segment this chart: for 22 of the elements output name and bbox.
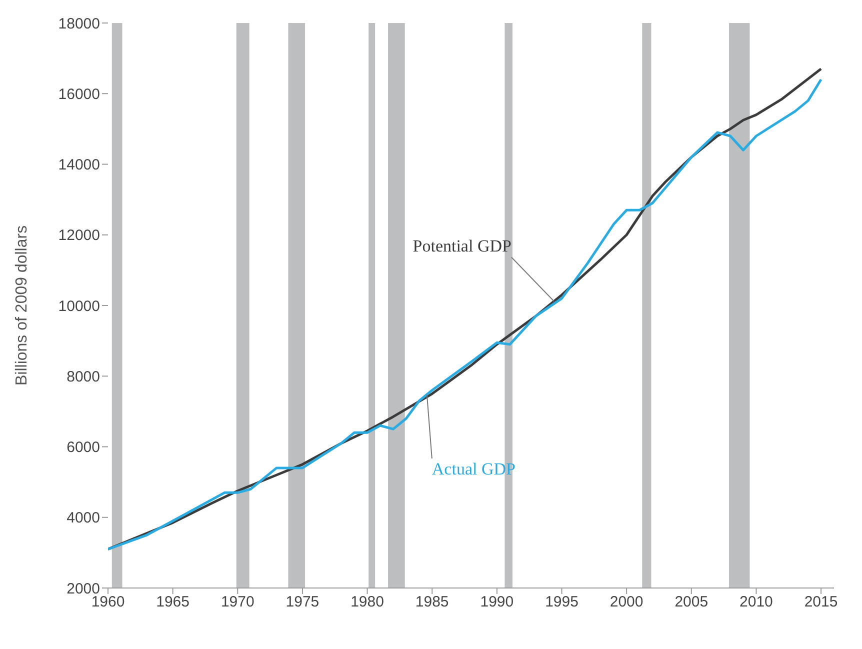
x-tick-label: 2010	[740, 594, 773, 611]
y-tick-label: 10000	[58, 298, 100, 315]
x-tick-label: 1970	[220, 594, 254, 611]
x-tick-label: 2015	[804, 594, 838, 611]
x-tick-label: 2005	[674, 594, 708, 611]
y-tick-label: 14000	[58, 156, 100, 174]
x-tick-label: 1985	[415, 594, 449, 611]
y-tick-label: 12000	[58, 227, 100, 244]
x-tick-label: 1980	[350, 594, 384, 611]
x-tick-label: 1975	[286, 594, 320, 611]
y-axis-title: Billions of 2009 dollars	[14, 225, 31, 386]
x-tick-label: 1965	[156, 594, 190, 611]
y-tick-label: 16000	[58, 86, 100, 103]
y-tick-label: 8000	[66, 368, 100, 386]
y-tick-label: 4000	[66, 510, 100, 527]
y-tick-label: 6000	[66, 439, 100, 456]
x-tick-label: 1990	[480, 594, 514, 611]
y-tick-label: 18000	[58, 15, 100, 32]
x-tick-label: 2000	[610, 594, 644, 611]
annotation: Actual GDP	[432, 459, 516, 478]
x-tick-label: 1995	[545, 594, 578, 611]
annotation: Potential GDP	[412, 236, 512, 256]
